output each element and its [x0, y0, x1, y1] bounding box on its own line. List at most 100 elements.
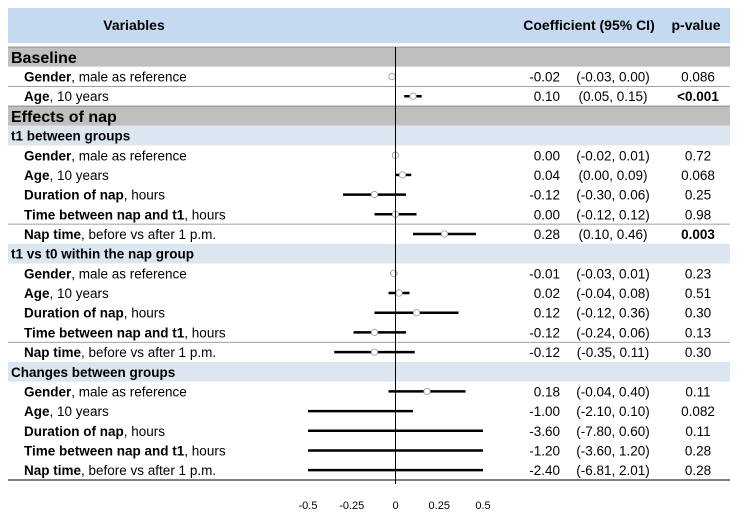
row-label-unit: , hours — [184, 325, 226, 340]
row-label: Time between nap and t1, hours — [24, 325, 226, 340]
row-label-variable: Duration of nap — [24, 306, 124, 321]
row-label-variable: Time between nap and t1 — [24, 207, 185, 222]
header-pvalue: p-value — [671, 17, 720, 33]
point-estimate — [388, 72, 396, 81]
row-label-variable: Duration of nap — [24, 424, 124, 439]
section-band — [8, 106, 730, 126]
row-label-variable: Nap time — [24, 463, 82, 478]
row-label-variable: Time between nap and t1 — [24, 443, 185, 458]
row-label: Gender, male as reference — [24, 148, 187, 163]
point-estimate — [398, 171, 407, 179]
row-label-unit: , hours — [124, 424, 166, 439]
row-label: Duration of nap, hours — [24, 306, 165, 321]
section-title: Effects of nap — [11, 109, 117, 126]
ci-value: (-7.80, 0.60) — [576, 424, 650, 439]
p-value: <0.001 — [677, 89, 719, 104]
ci-value: (0.05, 0.15) — [578, 89, 647, 104]
ci-value: (0.00, 0.09) — [578, 168, 647, 183]
ci-value: (-0.12, 0.36) — [576, 306, 650, 321]
row-label-unit: , hours — [184, 443, 226, 458]
coefficient-value: 0.12 — [534, 306, 560, 321]
row-label: Time between nap and t1, hours — [24, 443, 226, 458]
row-label: Nap time, before vs after 1 p.m. — [24, 345, 216, 360]
ci-value: (-6.81, 2.01) — [576, 463, 650, 478]
row-label-variable: Age — [24, 404, 50, 419]
row-label: Time between nap and t1, hours — [24, 207, 226, 222]
row-label-unit: , before vs after 1 p.m. — [81, 345, 216, 360]
p-value: 0.72 — [685, 148, 711, 163]
subsection-title: t1 vs t0 within the nap group — [11, 247, 194, 262]
subsection-title: Changes between groups — [11, 365, 175, 380]
ci-value: (-3.60, 1.20) — [576, 443, 650, 458]
coefficient-value: 0.04 — [534, 168, 561, 183]
row-label-variable: Time between nap and t1 — [24, 325, 185, 340]
section-band — [8, 47, 730, 67]
row-label: Age, 10 years — [24, 168, 109, 183]
point-estimate — [370, 328, 379, 336]
p-value: 0.23 — [685, 266, 711, 281]
coefficient-value: 0.18 — [534, 384, 560, 399]
coefficient-value: -1.00 — [529, 404, 560, 419]
row-label-variable: Age — [24, 286, 50, 301]
row-label-variable: Gender — [24, 148, 72, 163]
point-estimate — [370, 191, 379, 199]
coefficient-value: -0.01 — [529, 266, 560, 281]
p-value: 0.51 — [685, 286, 711, 301]
row-label: Age, 10 years — [24, 89, 109, 104]
x-tick-label: 0.5 — [475, 500, 490, 512]
coefficient-value: -0.12 — [529, 345, 560, 360]
row-label: Duration of nap, hours — [24, 424, 165, 439]
p-value: 0.068 — [681, 168, 715, 183]
subsection-title: t1 between groups — [11, 129, 130, 144]
row-label-unit: , 10 years — [50, 286, 110, 301]
row-label-variable: Age — [24, 89, 50, 104]
row-label: Nap time, before vs after 1 p.m. — [24, 463, 216, 478]
subsection-band — [8, 243, 730, 264]
row-label-variable: Gender — [24, 266, 72, 281]
p-value: 0.086 — [681, 70, 715, 85]
coefficient-value: 0.10 — [534, 89, 560, 104]
x-tick-label: -0.25 — [339, 500, 364, 512]
ci-value: (-0.04, 0.08) — [576, 286, 650, 301]
x-tick-label: 0.25 — [429, 500, 450, 512]
row-label-variable: Nap time — [24, 345, 82, 360]
p-value: 0.25 — [685, 188, 711, 203]
ci-value: (-0.12, 0.12) — [576, 207, 650, 222]
row-label-unit: , 10 years — [50, 89, 110, 104]
coefficient-value: -0.12 — [529, 188, 560, 203]
point-estimate — [440, 230, 449, 238]
x-axis: -0.5 -0.25 0 0.25 0.5 — [299, 47, 491, 512]
ci-value: (-0.03, 0.00) — [576, 70, 650, 85]
row-label-unit: , male as reference — [71, 266, 187, 281]
x-tick-label: 0 — [392, 500, 398, 512]
coefficient-value: 0.00 — [534, 148, 560, 163]
row-label-unit: , hours — [124, 306, 166, 321]
row-label-unit: , 10 years — [50, 168, 110, 183]
row-label: Gender, male as reference — [24, 266, 187, 281]
ci-value: (-0.30, 0.06) — [576, 188, 650, 203]
row-label-variable: Duration of nap — [24, 188, 124, 203]
row-label-unit: , before vs after 1 p.m. — [81, 227, 216, 242]
row-label: Gender, male as reference — [24, 70, 187, 85]
section-title: Baseline — [11, 50, 77, 67]
ci-value: (-0.02, 0.01) — [576, 148, 650, 163]
coefficient-value: 0.28 — [534, 227, 560, 242]
coefficient-value: -2.40 — [529, 463, 560, 478]
header-variables: Variables — [103, 17, 165, 33]
point-estimate — [412, 309, 421, 317]
p-value: 0.11 — [685, 384, 710, 399]
p-value: 0.98 — [685, 207, 711, 222]
coefficient-value: 0.02 — [534, 286, 560, 301]
ci-value: (0.10, 0.46) — [578, 227, 647, 242]
row-label: Nap time, before vs after 1 p.m. — [24, 227, 216, 242]
ci-value: (-0.35, 0.11) — [577, 345, 650, 360]
row-label-unit: , hours — [124, 188, 166, 203]
row-label: Age, 10 years — [24, 286, 109, 301]
point-estimate — [409, 92, 417, 100]
p-value: 0.28 — [685, 443, 711, 458]
p-value: 0.30 — [685, 306, 711, 321]
row-label-unit: , male as reference — [71, 148, 187, 163]
x-tick-label: -0.5 — [299, 500, 318, 512]
row-label-unit: , male as reference — [71, 384, 187, 399]
